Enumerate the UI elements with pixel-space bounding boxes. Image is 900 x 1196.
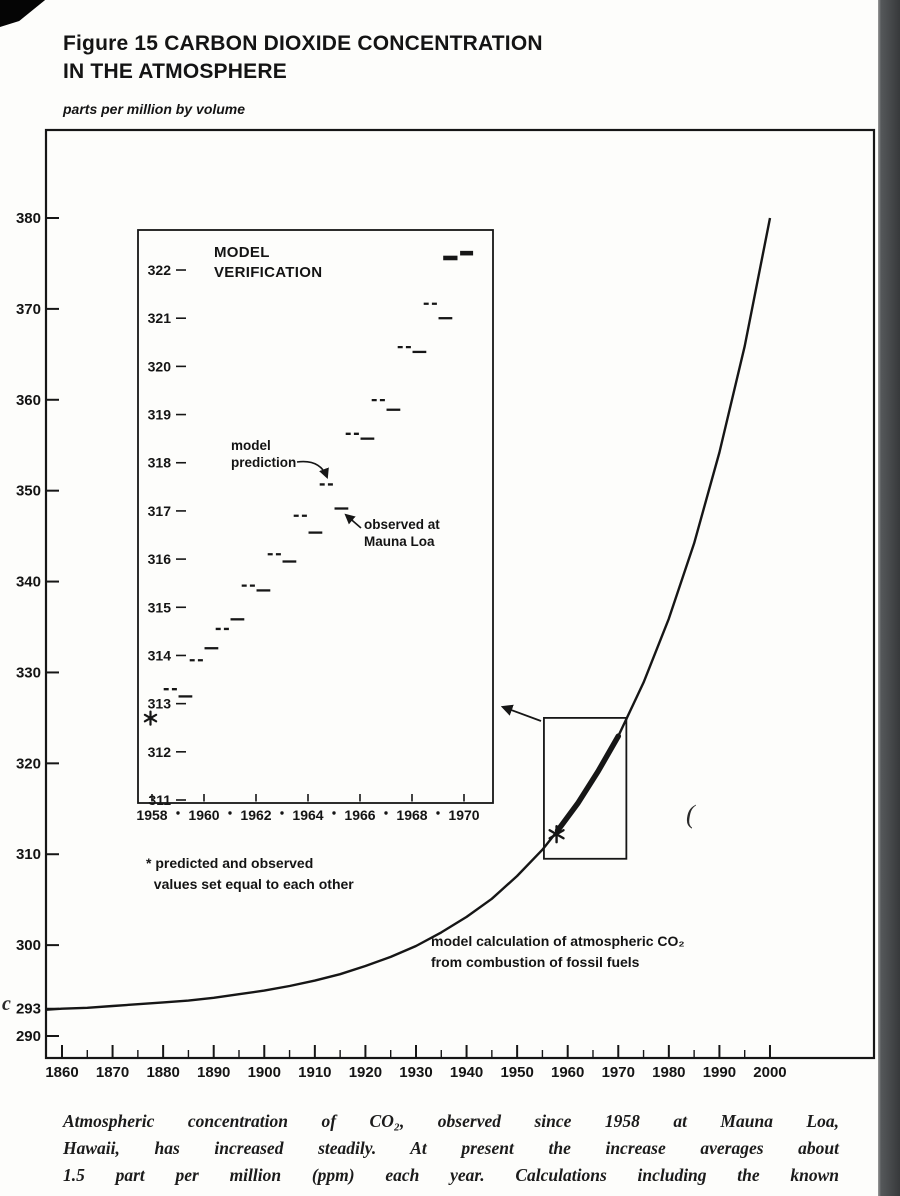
tick-label: 1968: [396, 807, 427, 823]
tick-label: 1958: [136, 807, 167, 823]
tick-label: 319: [148, 407, 172, 423]
tick-label: 312: [148, 744, 172, 760]
tick-label: 316: [148, 551, 172, 567]
tick-label: 293: [16, 1001, 41, 1018]
tick-label: 300: [16, 937, 41, 954]
prediction-vs-observed-pairs: [163, 250, 474, 698]
stray-mark: c: [2, 993, 11, 1015]
tick-label: 314: [148, 647, 172, 663]
observed-mauna-loa-label: observed at Mauna Loa: [364, 517, 440, 549]
tick-label: 380: [16, 210, 41, 227]
inset-y-axis: 311 312 313 314 315 316 317 318 319 320 321 322: [148, 262, 186, 808]
main-x-axis: 1860 1870 1880 1890 1900 1910 1920 1930 1940 1950…: [45, 1045, 787, 1081]
asterisk-footnote: * predicted and observed values set equa…: [146, 855, 354, 892]
tick-label: 1960: [551, 1064, 584, 1081]
inset-frame: [137, 229, 494, 804]
y-axis-units-label: parts per million by volume: [63, 101, 246, 117]
figure-caption: Atmospheric concentration of CO₂, observ…: [63, 1108, 839, 1189]
tick-label: 1870: [96, 1064, 129, 1081]
tick-label: 1980: [652, 1064, 685, 1081]
observed-arrow: [344, 513, 362, 529]
tick-label: 330: [16, 664, 41, 681]
caption-line: Atmospheric concentration of CO₂, observ…: [63, 1111, 839, 1131]
inset-chart-title: MODEL VERIFICATION: [214, 244, 323, 281]
inset-chart: 311 312 313 314 315 316 317 318 319 320 321 322 1958…: [136, 229, 494, 823]
tick-label: 310: [16, 846, 41, 863]
tick-label: 1962: [240, 807, 271, 823]
tick-label: 1920: [349, 1064, 382, 1081]
figure-title: Figure 15 CARBON DIOXIDE CONCENTRATION I…: [63, 32, 543, 83]
tick-label: 1880: [146, 1064, 179, 1081]
tick-label: 322: [148, 262, 172, 278]
tick-label: 315: [148, 599, 172, 615]
tick-label: 311: [148, 792, 171, 808]
tick-label: 320: [16, 755, 41, 772]
tick-label: 290: [16, 1028, 41, 1045]
scan-edge-strip: [878, 0, 900, 1196]
tick-label: 313: [148, 696, 172, 712]
model-prediction-label: model prediction: [231, 438, 297, 470]
caption-line: Hawaii, has increased steadily. At prese…: [63, 1138, 839, 1159]
tick-label: 1990: [703, 1064, 736, 1081]
model-curve: [46, 217, 772, 1011]
tick-label: 1964: [292, 807, 323, 823]
tick-label: 1890: [197, 1064, 230, 1081]
caption-line: 1.5 part per million (ppm) each year. Ca…: [63, 1165, 839, 1186]
tick-label: 1970: [602, 1064, 635, 1081]
tick-label: 1940: [450, 1064, 483, 1081]
tick-label: 2000: [753, 1064, 786, 1081]
asterisk-marker: [143, 713, 158, 723]
zoom-region-box: [543, 716, 628, 860]
tick-label: 1966: [344, 807, 375, 823]
inset-x-axis: 1958 1960 1962 1964 1966 1968 1970: [136, 794, 480, 823]
tick-label: 1900: [248, 1064, 281, 1081]
observed-curve-segment: [554, 733, 622, 834]
model-prediction-arrow: [296, 460, 329, 479]
main-y-axis: 290 293 300 310 320 330 340 350 360 370 380: [16, 210, 59, 1045]
inset-pointer-arrow: [500, 704, 542, 722]
tick-label: 320: [148, 358, 172, 374]
tick-label: 340: [16, 574, 41, 591]
asterisk-marker: [548, 829, 565, 840]
tick-label: 321: [148, 310, 172, 326]
stray-mark: (: [686, 800, 695, 829]
main-frame: [44, 128, 876, 1060]
tick-label: 1910: [298, 1064, 331, 1081]
tick-label: 1970: [448, 807, 479, 823]
main-chart: 290 293 300 310 320 330 340 350 360 370 380 1860 187…: [16, 128, 876, 1081]
model-calculation-label: model calculation of atmospheric CO₂ fro…: [431, 933, 685, 970]
tick-label: 1960: [188, 807, 219, 823]
tick-label: 370: [16, 301, 41, 318]
tick-label: 1930: [399, 1064, 432, 1081]
tick-label: 318: [148, 455, 172, 471]
tick-label: 317: [148, 503, 172, 519]
tick-label: 1860: [45, 1064, 78, 1081]
tick-label: 1950: [500, 1064, 533, 1081]
tick-label: 350: [16, 483, 41, 500]
tick-label: 360: [16, 392, 41, 409]
